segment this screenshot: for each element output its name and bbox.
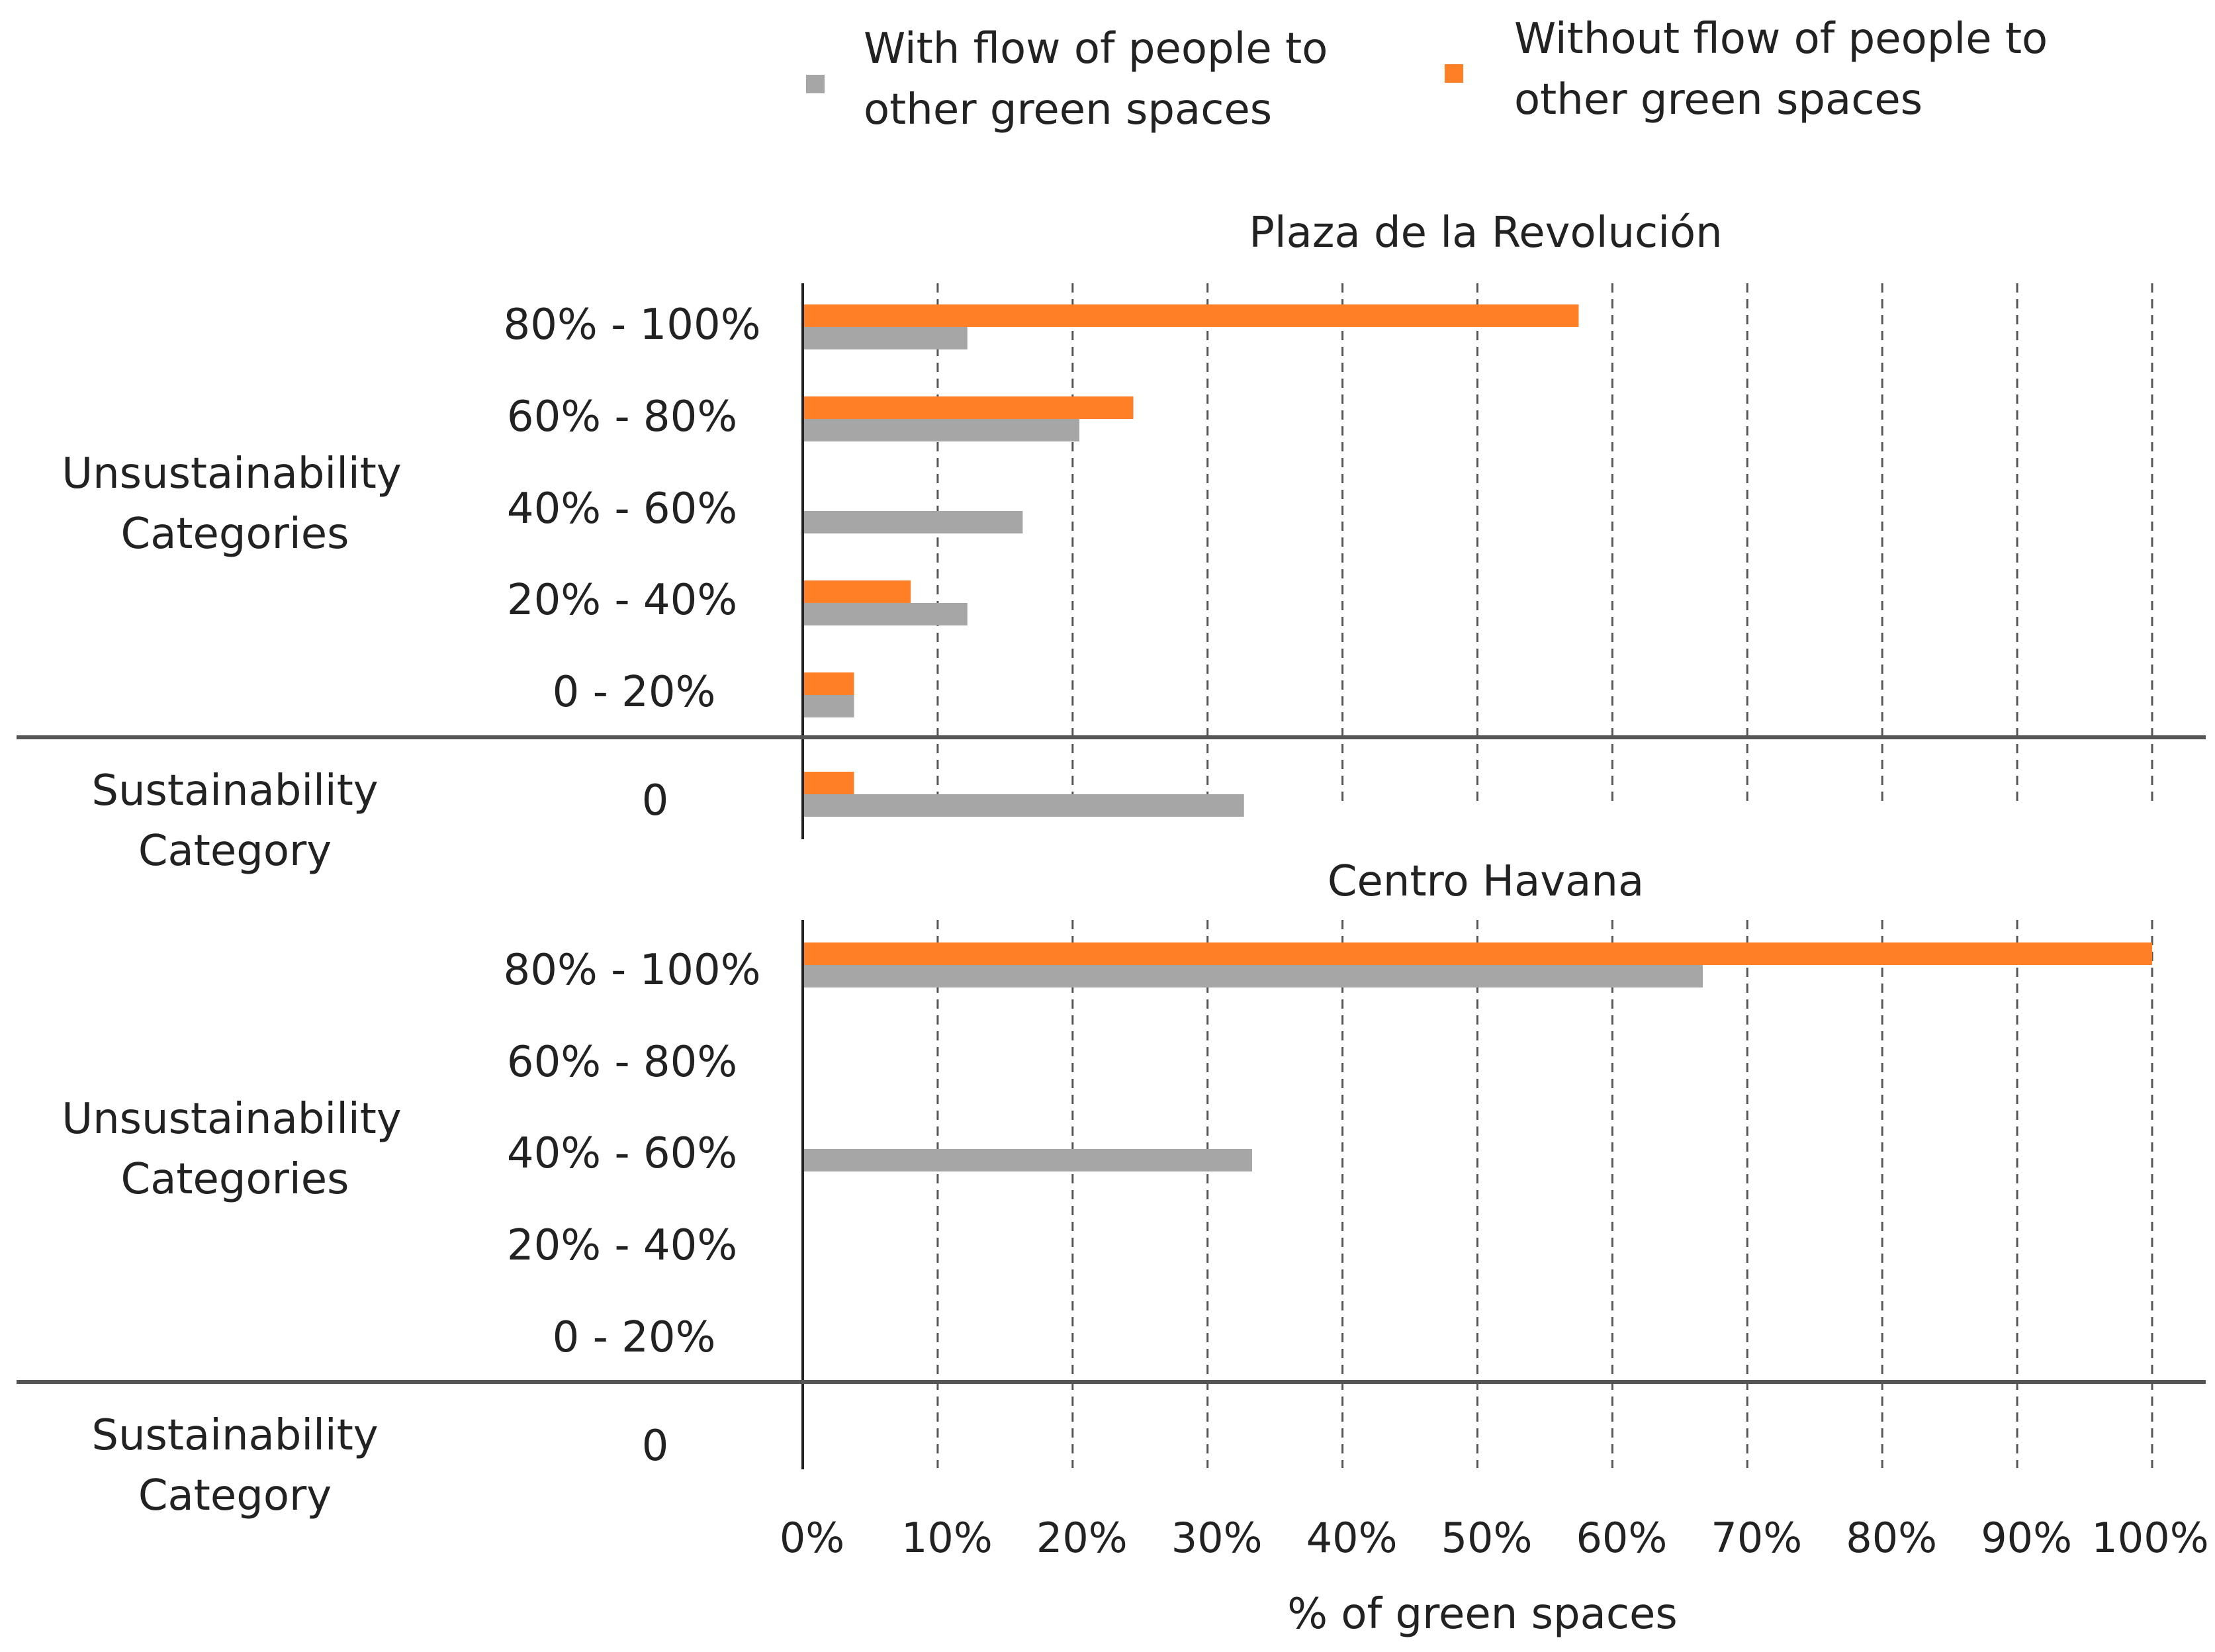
legend: With flow of people to other green space… xyxy=(806,15,2048,134)
category-label: 0 xyxy=(642,776,669,825)
x-tick-label: 0% xyxy=(780,1514,844,1562)
bar-with xyxy=(803,327,968,349)
bars-plaza xyxy=(803,304,1579,817)
x-tick-label: 100% xyxy=(2091,1514,2208,1562)
x-tick-label: 90% xyxy=(1981,1514,2072,1562)
category-label: 0 xyxy=(642,1422,669,1471)
legend-label-without-line1: Without flow of people to xyxy=(1514,15,2048,64)
category-label: 60% - 80% xyxy=(507,392,737,441)
x-tick-label: 70% xyxy=(1711,1514,1802,1562)
group-label-unsustainability: Unsustainability xyxy=(62,1095,401,1144)
bar-with xyxy=(803,419,1079,441)
bar-without xyxy=(803,580,911,603)
x-axis-title: % of green spaces xyxy=(1287,1590,1677,1639)
x-tick-label: 10% xyxy=(901,1514,993,1562)
bar-with xyxy=(803,695,854,717)
group-label-sustainability: Category xyxy=(138,1471,332,1520)
gridlines-plaza xyxy=(936,283,2153,804)
bar-with xyxy=(803,965,1703,987)
category-label: 80% - 100% xyxy=(504,300,761,349)
group-label-sustainability: Sustainability xyxy=(91,766,378,815)
bar-without xyxy=(803,772,854,794)
panel-title-plaza: Plaza de la Revolución xyxy=(1249,208,1722,257)
x-tick-label: 30% xyxy=(1171,1514,1263,1562)
gridlines-centro-havana xyxy=(936,920,2153,1468)
category-label: 40% - 60% xyxy=(507,1129,737,1178)
x-tick-label: 60% xyxy=(1576,1514,1667,1562)
x-tick-label: 50% xyxy=(1441,1514,1533,1562)
bar-without xyxy=(803,672,854,695)
category-label: 60% - 80% xyxy=(507,1038,737,1087)
x-tick-label: 80% xyxy=(1846,1514,1937,1562)
category-label: 0 - 20% xyxy=(553,668,716,717)
bar-with xyxy=(803,794,1244,817)
legend-swatch-without xyxy=(1445,64,1463,83)
legend-swatch-with xyxy=(806,75,825,93)
panel-centro-havana: Centro Havana 80% - 100% 60% - 80% 40% -… xyxy=(17,857,2206,1520)
group-label-sustainability: Category xyxy=(138,827,332,876)
legend-label-without-line2: other green spaces xyxy=(1514,75,1922,124)
group-label-unsustainability: Unsustainability xyxy=(62,449,401,498)
legend-label-with-line2: other green spaces xyxy=(864,85,1272,134)
x-tick-label: 40% xyxy=(1306,1514,1398,1562)
category-label: 0 - 20% xyxy=(553,1313,716,1362)
bar-with xyxy=(803,603,968,625)
group-label-unsustainability: Categories xyxy=(121,1155,349,1204)
bar-without xyxy=(803,942,2152,965)
panel-title-centro-havana: Centro Havana xyxy=(1328,857,1644,906)
group-label-sustainability: Sustainability xyxy=(91,1411,378,1460)
bar-with xyxy=(803,511,1023,533)
legend-label-with-line1: With flow of people to xyxy=(864,24,1328,73)
bar-without xyxy=(803,304,1579,327)
bar-with xyxy=(803,1149,1252,1171)
category-label: 20% - 40% xyxy=(507,576,737,625)
panel-plaza: Plaza de la Revolución 80% - 100% 60% - … xyxy=(17,208,2206,876)
bar-without xyxy=(803,396,1134,419)
group-label-unsustainability: Categories xyxy=(121,510,349,559)
category-label: 20% - 40% xyxy=(507,1221,737,1270)
category-label: 80% - 100% xyxy=(504,946,761,995)
bars-centro-havana xyxy=(803,942,2152,1171)
x-axis: 0% 10% 20% 30% 40% 50% 60% 70% 80% 90% 100% xyxy=(780,1514,2209,1562)
category-label: 40% - 60% xyxy=(507,484,737,533)
x-tick-label: 20% xyxy=(1036,1514,1128,1562)
